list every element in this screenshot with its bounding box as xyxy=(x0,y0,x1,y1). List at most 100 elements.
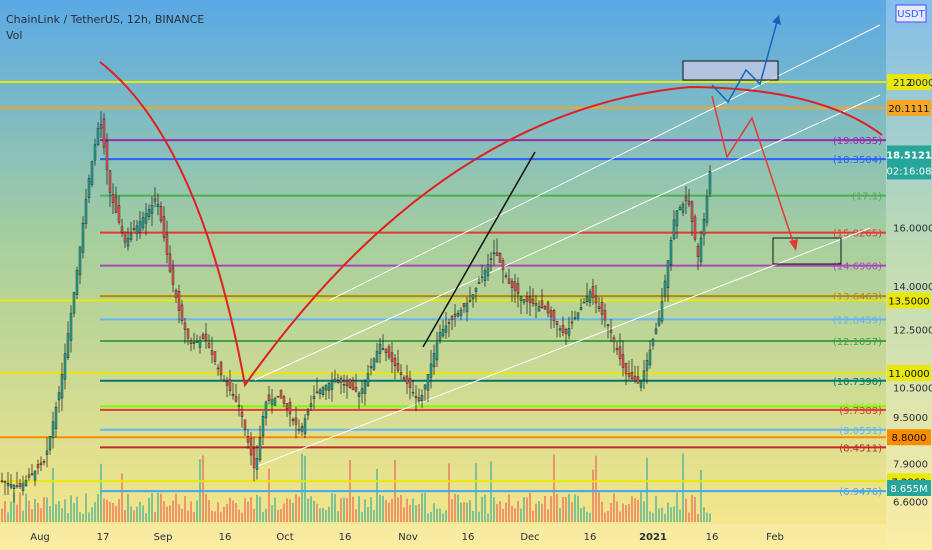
volume-bar xyxy=(544,495,546,522)
volume-bar xyxy=(34,499,36,522)
volume-bar xyxy=(346,498,348,522)
candle-body xyxy=(396,363,400,371)
volume-bar xyxy=(184,496,186,522)
volume-bar xyxy=(7,512,9,522)
volume-bar xyxy=(568,494,570,522)
volume-bar xyxy=(685,498,687,522)
candle-body xyxy=(144,213,148,224)
volume-bar xyxy=(343,497,345,522)
candle-body xyxy=(102,118,106,148)
candle-body xyxy=(219,361,223,376)
candle-body xyxy=(300,426,304,432)
candle-body xyxy=(657,318,661,326)
bearish-projection xyxy=(711,95,796,249)
volume-bar xyxy=(595,455,597,522)
candle-body xyxy=(279,389,283,399)
level-label: (14.6960) xyxy=(833,262,882,273)
volume-bar xyxy=(301,453,303,522)
candle-body xyxy=(3,481,7,483)
candle-body xyxy=(168,253,172,272)
candle-body xyxy=(648,349,652,366)
bearish-arrowhead xyxy=(789,239,798,251)
candle-body xyxy=(150,205,154,214)
candle-body xyxy=(84,199,88,225)
candle-body xyxy=(672,219,676,239)
candle-body xyxy=(384,349,388,353)
volume-bar xyxy=(379,494,381,522)
volume-bar xyxy=(274,497,276,522)
candle-body xyxy=(339,378,343,383)
level-label: (10.7390) xyxy=(833,377,882,388)
volume-bar xyxy=(229,497,231,522)
candle-body xyxy=(507,278,511,284)
candle-body xyxy=(270,399,274,405)
volume-bar xyxy=(97,494,99,522)
volume-bar xyxy=(31,509,33,522)
volume-bar xyxy=(586,511,588,522)
volume-bar xyxy=(637,499,639,522)
time-tick-label: 16 xyxy=(339,532,352,543)
volume-bar xyxy=(187,510,189,522)
volume-bar xyxy=(136,506,138,522)
time-tick-label: Feb xyxy=(766,532,784,543)
candle-body xyxy=(564,329,568,334)
volume-bar xyxy=(469,500,471,522)
candle-body xyxy=(597,306,601,309)
volume-bar xyxy=(670,507,672,522)
volume-bar xyxy=(445,510,447,522)
candle-body xyxy=(522,299,526,303)
volume-bar xyxy=(205,493,207,522)
candle-body xyxy=(48,436,52,451)
volume-bar xyxy=(166,506,168,522)
volume-bar xyxy=(64,499,66,522)
volume-bar xyxy=(400,495,402,522)
volume-bar xyxy=(484,494,486,522)
volume-bar xyxy=(496,503,498,522)
volume-bar xyxy=(226,503,228,522)
candle-body xyxy=(75,269,79,295)
level-label: (13.6463) xyxy=(833,292,882,303)
volume-bar xyxy=(391,498,393,522)
bullish-arrowhead xyxy=(772,15,781,25)
candle-body xyxy=(87,178,91,198)
candle-body xyxy=(93,144,97,161)
volume-bar xyxy=(271,505,273,522)
lower-target-box xyxy=(772,237,842,265)
candle-body xyxy=(534,303,538,306)
candle-body xyxy=(276,395,280,398)
volume-bar xyxy=(694,496,696,522)
candle-body xyxy=(135,225,139,234)
candle-body xyxy=(63,353,67,380)
volume-bar xyxy=(571,502,573,522)
candle-body xyxy=(660,301,664,322)
candle-body xyxy=(240,411,244,417)
candle-body xyxy=(21,483,25,491)
candle-body xyxy=(258,437,262,461)
trend-channel xyxy=(254,24,881,468)
candle-body xyxy=(417,397,421,402)
volume-bar xyxy=(232,500,234,522)
volume-bar xyxy=(424,492,426,522)
volume-bar xyxy=(433,503,435,522)
volume-bar xyxy=(688,512,690,522)
volume-bar xyxy=(454,493,456,522)
volume-bar xyxy=(427,513,429,522)
candle-body xyxy=(18,483,22,487)
volume-bar xyxy=(268,468,270,522)
candle-body xyxy=(456,313,460,317)
candle-body xyxy=(129,233,133,240)
candle-body xyxy=(111,194,115,203)
volume-bar xyxy=(133,510,135,522)
candle-body xyxy=(291,418,295,422)
candle-body xyxy=(414,396,418,399)
volume-bar xyxy=(55,504,57,522)
volume-bar xyxy=(577,495,579,522)
candle-body xyxy=(213,351,217,362)
candle-body xyxy=(696,245,700,257)
volume-bar xyxy=(223,506,225,522)
volume-bar xyxy=(172,500,174,522)
candle-body xyxy=(273,398,277,406)
volume-bar xyxy=(139,501,141,522)
volume-bar xyxy=(529,492,531,522)
